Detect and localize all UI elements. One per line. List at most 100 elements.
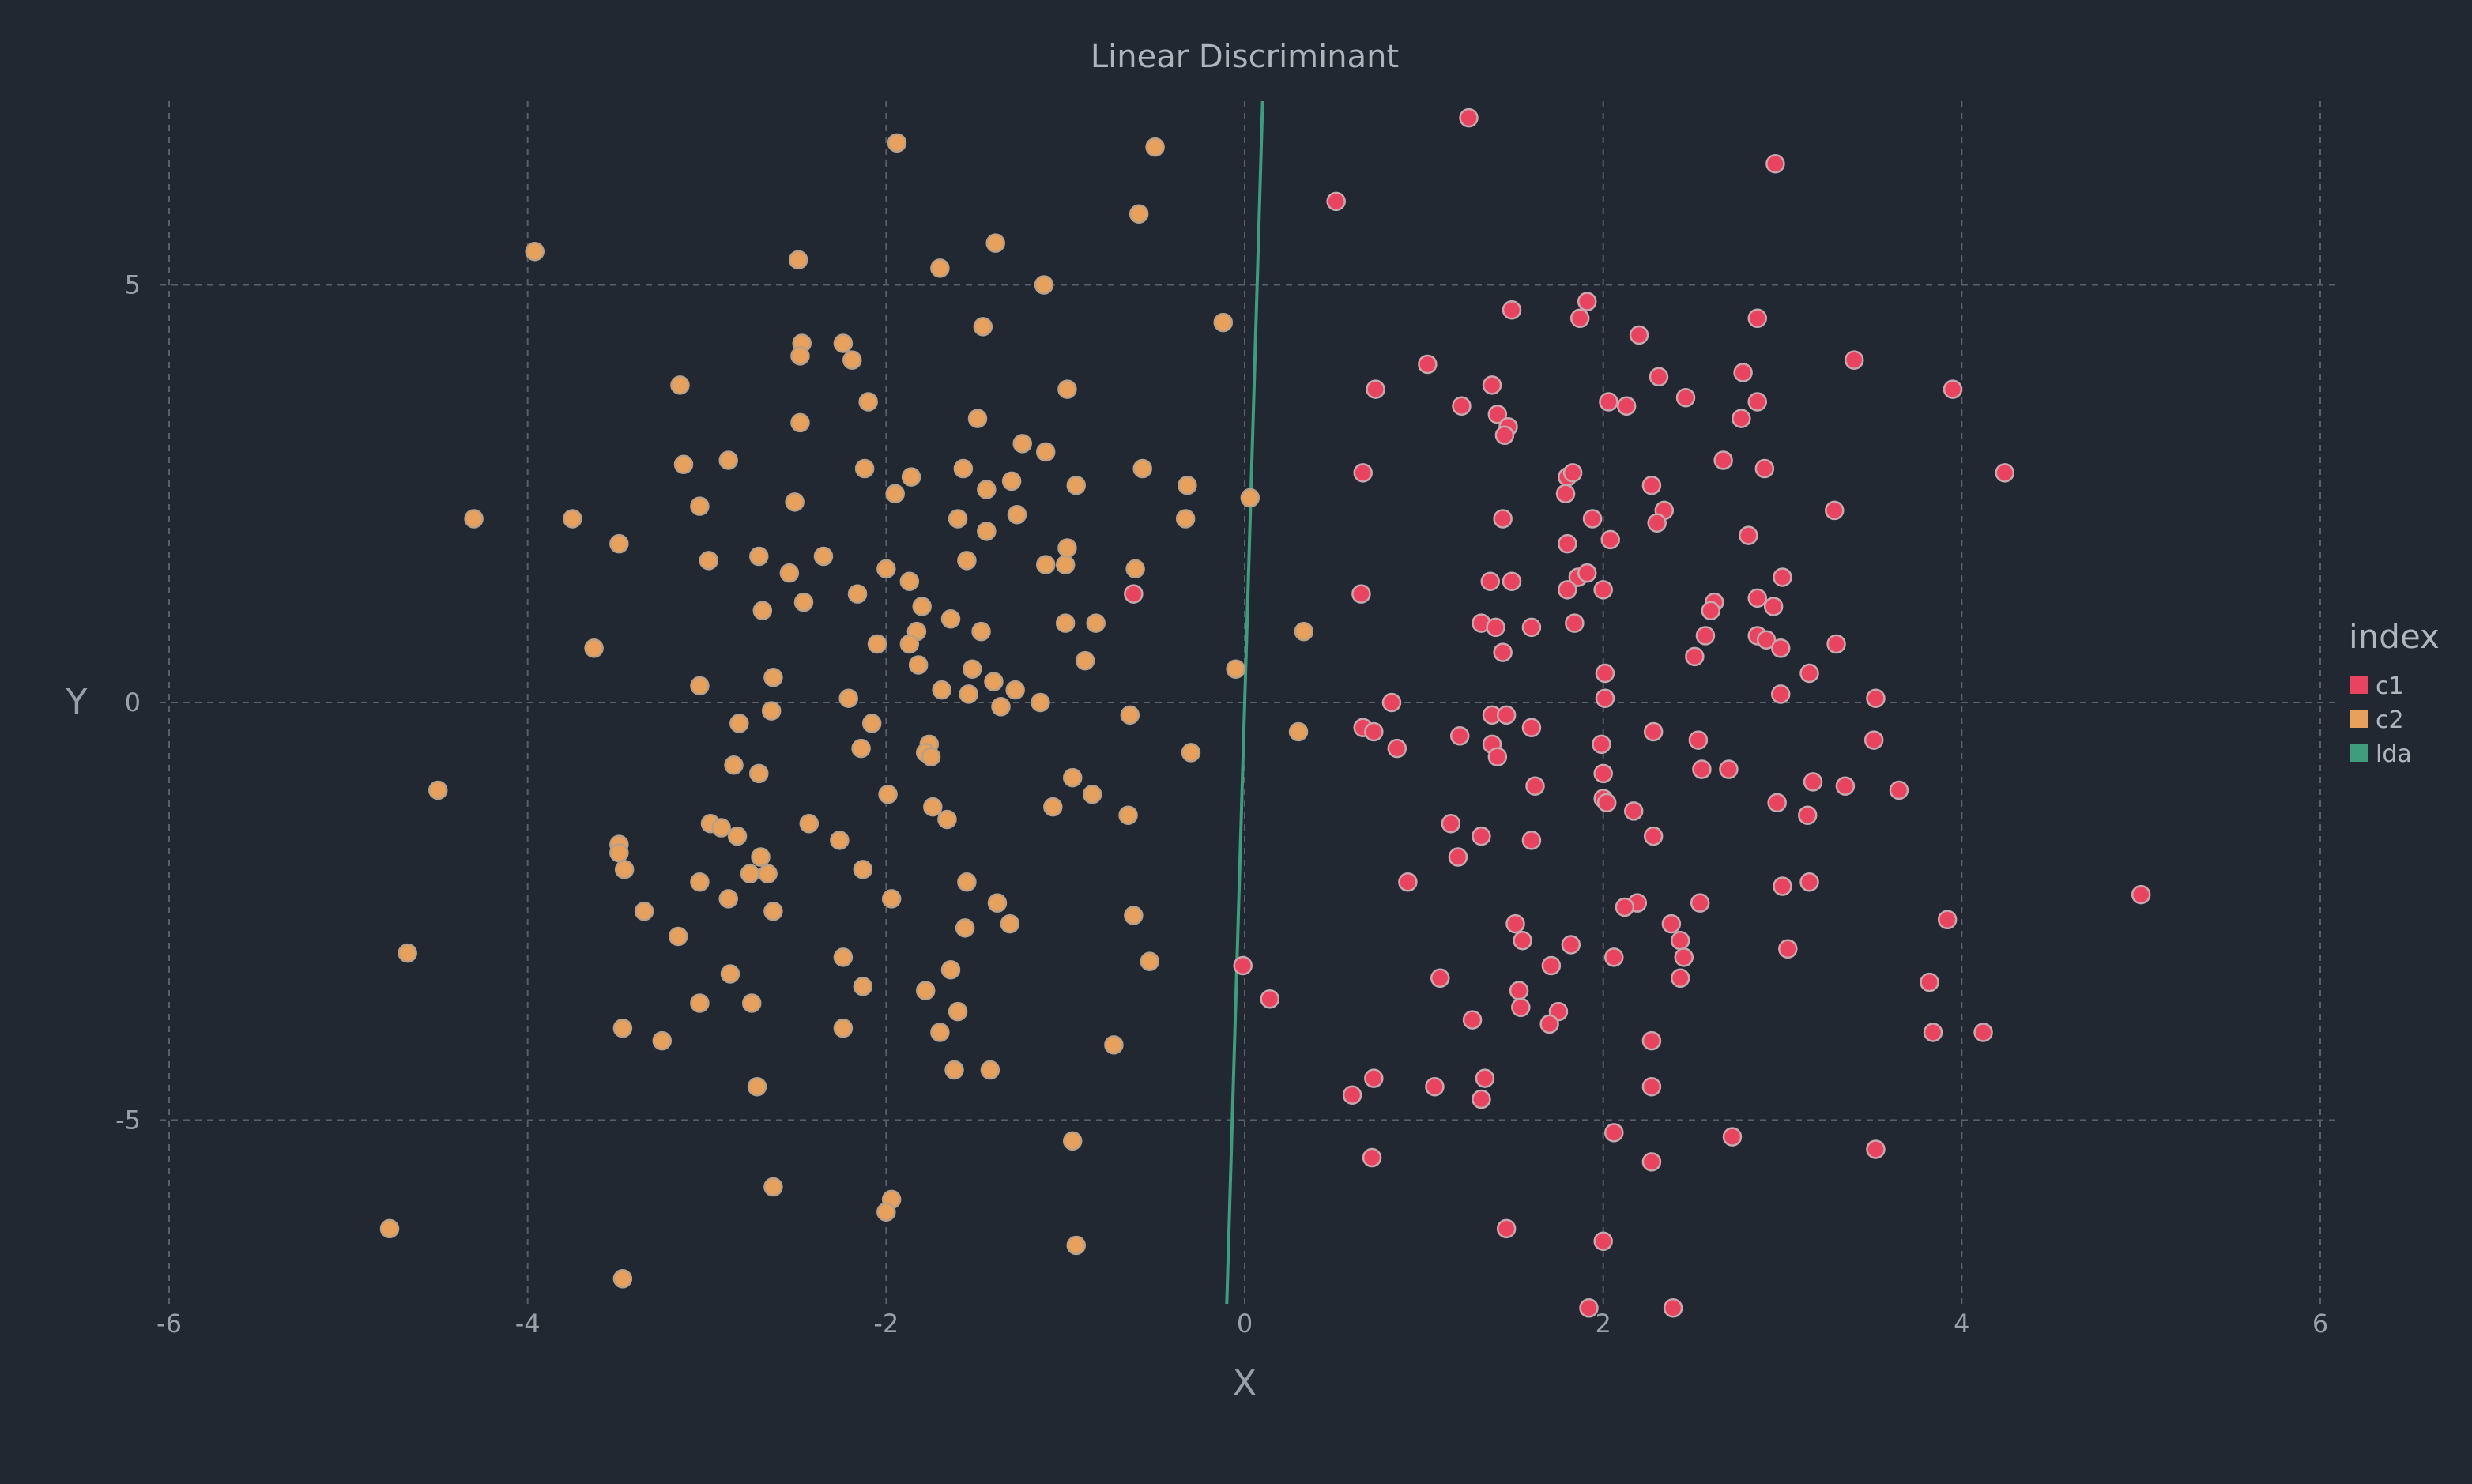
point-c1 (1599, 392, 1618, 412)
point-c2 (980, 1060, 1000, 1080)
x-tick-label: 0 (1237, 1309, 1253, 1339)
point-c1 (1675, 387, 1696, 408)
point-c2 (563, 509, 582, 529)
point-c1 (1493, 509, 1513, 529)
point-c2 (1082, 785, 1102, 804)
point-c1 (1480, 571, 1501, 591)
point-c1 (1713, 450, 1733, 470)
point-c2 (987, 893, 1008, 913)
point-c2 (973, 317, 993, 337)
point-c1 (1561, 935, 1581, 955)
point-c1 (1763, 597, 1784, 616)
point-c1 (1593, 763, 1613, 784)
point-c1 (1616, 396, 1637, 416)
point-c2 (899, 571, 920, 591)
point-c1 (1799, 663, 1819, 684)
point-c2 (1104, 1035, 1124, 1055)
point-c2 (464, 509, 484, 529)
point-c2 (652, 1030, 673, 1051)
point-c1 (1722, 1127, 1743, 1147)
point-c1 (1739, 525, 1758, 545)
point-c2 (1294, 621, 1314, 642)
point-c1 (1747, 392, 1767, 412)
point-c1 (1555, 484, 1576, 504)
x-tick-label: 6 (2312, 1309, 2328, 1339)
point-c2 (1031, 692, 1050, 713)
point-c1 (1866, 688, 1886, 708)
point-c1 (1643, 826, 1664, 846)
point-c2 (729, 714, 749, 733)
point-c2 (959, 684, 978, 704)
point-c2 (790, 412, 810, 433)
point-c1 (1493, 642, 1513, 662)
point-c2 (763, 901, 783, 921)
point-c2 (752, 601, 773, 620)
point-c2 (1057, 538, 1077, 558)
point-c2 (876, 559, 896, 579)
point-c1 (1943, 379, 1963, 399)
point-c2 (1125, 559, 1145, 579)
point-c1 (1398, 872, 1418, 892)
point-c1 (1558, 580, 1577, 600)
point-c1 (1326, 191, 1346, 212)
point-c2 (991, 697, 1011, 717)
point-c1 (1496, 705, 1517, 725)
point-c2 (720, 964, 740, 984)
point-c1 (1773, 567, 1792, 587)
point-c1 (1592, 734, 1611, 755)
point-c1 (1643, 721, 1664, 742)
point-c2 (861, 714, 882, 733)
point-c2 (1145, 137, 1165, 157)
point-c2 (853, 977, 873, 996)
point-c2 (858, 392, 878, 412)
point-c2 (690, 676, 710, 696)
point-c1 (1765, 154, 1785, 174)
point-c2 (977, 480, 997, 499)
point-c1 (1459, 107, 1479, 128)
point-c1 (1362, 1147, 1382, 1168)
point-c2 (612, 1018, 633, 1038)
point-c2 (1057, 379, 1077, 399)
point-c1 (1670, 968, 1690, 989)
gridlines (160, 101, 2336, 1304)
point-c1 (1690, 893, 1710, 913)
point-c1 (1496, 1218, 1517, 1239)
x-tick-label: -4 (515, 1309, 541, 1339)
point-c2 (790, 346, 810, 366)
point-c2 (1086, 613, 1106, 633)
point-c1 (1756, 630, 1777, 650)
point-c2 (813, 546, 834, 567)
point-c1 (1233, 955, 1253, 976)
point-c1 (1475, 1068, 1495, 1088)
point-c2 (718, 450, 738, 470)
point-c2 (851, 738, 871, 759)
point-c1 (1521, 718, 1542, 737)
point-c1 (1521, 831, 1542, 850)
point-c1 (1582, 509, 1603, 529)
point-c1 (1641, 475, 1662, 495)
point-c2 (711, 818, 731, 838)
point-c2 (977, 522, 997, 541)
point-c1 (1593, 1231, 1613, 1251)
point-c1 (1539, 1014, 1559, 1034)
point-c2 (1132, 458, 1152, 479)
point-c1 (1866, 1139, 1886, 1159)
point-c2 (854, 458, 875, 479)
point-c1 (1767, 793, 1787, 813)
point-c1 (1995, 463, 2015, 483)
point-c1 (1641, 1076, 1662, 1097)
point-c1 (1486, 617, 1505, 638)
point-c1 (1509, 981, 1529, 1000)
point-c2 (673, 454, 694, 475)
point-c1 (2131, 884, 2151, 905)
point-c1 (1472, 826, 1491, 846)
point-c1 (1685, 646, 1705, 667)
point-c2 (690, 496, 710, 516)
x-tick-label: -2 (873, 1309, 899, 1339)
point-c1 (1448, 847, 1468, 867)
point-c2 (876, 1202, 896, 1222)
point-c1 (1381, 692, 1402, 713)
point-c1 (1595, 688, 1615, 708)
point-c2 (937, 809, 957, 830)
point-c2 (609, 533, 629, 554)
